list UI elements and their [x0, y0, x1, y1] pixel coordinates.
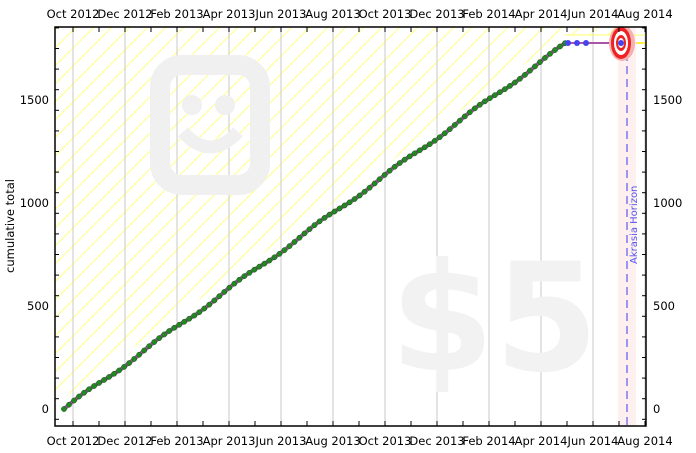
x-tick-label-top: Dec 2012: [97, 7, 152, 21]
x-tick-label-top: Aug 2014: [617, 7, 672, 21]
plot-area: $5 Akrasia Horizon: [55, 27, 646, 426]
y-tick-label-left: 500: [27, 299, 49, 313]
x-tick-label-bottom: Feb 2014: [462, 434, 515, 448]
y-tick-label-left: 1000: [20, 196, 49, 210]
goal-target-icon: [609, 27, 635, 61]
y-tick-label-right: 500: [653, 299, 675, 313]
y-tick-label-left: 1500: [20, 93, 49, 107]
x-tick-label-bottom: Dec 2012: [97, 434, 152, 448]
y-axis-label: cumulative total: [3, 179, 17, 273]
x-tick-label-bottom: Aug 2013: [305, 434, 360, 448]
x-tick-label-bottom: Apr 2013: [203, 434, 256, 448]
plot-frame: [54, 26, 647, 427]
future-points: [565, 40, 589, 46]
vertical-gridlines: [72, 27, 646, 426]
x-tick-label-bottom: Aug 2014: [617, 434, 672, 448]
x-tick-label-top: Jun 2014: [567, 7, 619, 21]
x-tick-label-top: Jun 2013: [255, 7, 307, 21]
x-tick-label-top: Dec 2013: [409, 7, 464, 21]
x-tick-label-bottom: Apr 2014: [515, 434, 568, 448]
x-tick-label-top: Apr 2013: [203, 7, 256, 21]
x-tick-label-top: Apr 2014: [515, 7, 568, 21]
y-tick-label-right: 1500: [653, 93, 682, 107]
x-tick-label-bottom: Feb 2013: [150, 434, 203, 448]
y-axis-ticks: 0 0 500 500 1000 1000 1500 1500: [20, 27, 682, 420]
x-tick-label-bottom: Dec 2013: [409, 434, 464, 448]
x-tick-label-top: Feb 2013: [150, 7, 203, 21]
y-tick-label-right: 0: [653, 402, 660, 416]
smiley-eyes: [178, 95, 243, 154]
y-tick-label-left: 0: [42, 402, 49, 416]
akrasia-horizon-label: Akrasia Horizon: [629, 186, 640, 264]
x-tick-label-bottom: Jun 2014: [567, 434, 619, 448]
datapoints: [61, 40, 568, 412]
x-tick-label-top: Oct 2012: [47, 7, 100, 21]
yellow-brick-road-hatch: [55, 27, 646, 426]
x-tick-label-top: Feb 2014: [462, 7, 515, 21]
x-tick-label-bottom: Oct 2012: [47, 434, 100, 448]
pledge-watermark: $5: [390, 232, 599, 406]
smiley-watermark-icon: [150, 55, 270, 195]
x-tick-label-top: Oct 2013: [359, 7, 412, 21]
x-tick-label-bottom: Oct 2013: [359, 434, 412, 448]
y-tick-label-right: 1000: [653, 196, 682, 210]
x-tick-label-bottom: Jun 2013: [255, 434, 307, 448]
x-tick-label-top: Aug 2013: [305, 7, 360, 21]
